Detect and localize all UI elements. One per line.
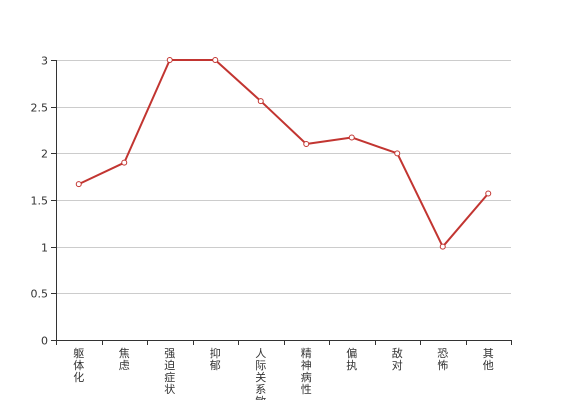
data-point-0 [75, 181, 82, 188]
y-tick-label-1: 0.5 [31, 288, 49, 301]
x-category-label-7: 敌对 [392, 346, 403, 372]
data-point-3 [212, 57, 219, 63]
data-points [75, 57, 492, 250]
axes [51, 60, 512, 345]
y-tick-label-5: 2.5 [31, 102, 49, 115]
data-point-1 [121, 159, 128, 166]
x-category-label-8: 恐怖 [437, 347, 448, 372]
y-axis-tick-labels: 0 0.5 1 1.5 2 2.5 3 [31, 55, 49, 348]
data-point-8 [439, 243, 446, 250]
x-category-label-0: 躯体化 [73, 347, 84, 384]
grid-lines [56, 60, 511, 294]
y-tick-label-4: 2 [41, 148, 48, 161]
series-line-layer [78, 59, 490, 248]
data-point-6 [348, 134, 355, 141]
x-category-label-6: 偏执 [346, 346, 357, 372]
y-tick-label-2: 1 [41, 242, 48, 255]
x-category-label-5: 精神病性 [301, 347, 312, 396]
series-line-0 [78, 59, 490, 248]
x-category-label-2: 强迫症状 [164, 347, 175, 396]
x-category-label-3: 抑郁 [210, 346, 221, 372]
data-point-5 [303, 141, 310, 147]
y-tick-label-0: 0 [41, 335, 48, 348]
y-tick-label-3: 1.5 [31, 195, 49, 208]
x-axis-tick-labels: 躯体化 焦虑 强迫症状 抑郁 人际关系敏感 精神病性 偏执 敌对 恐怖 其他 [73, 346, 494, 400]
x-category-label-9: 其他 [483, 347, 494, 372]
x-category-label-4: 人际关系敏感 [255, 347, 266, 400]
x-category-label-1: 焦虑 [119, 347, 130, 372]
data-point-2 [166, 57, 173, 63]
data-point-4 [257, 98, 264, 105]
y-tick-label-6: 3 [41, 55, 48, 68]
data-point-9 [485, 190, 492, 197]
data-point-7 [394, 150, 401, 157]
